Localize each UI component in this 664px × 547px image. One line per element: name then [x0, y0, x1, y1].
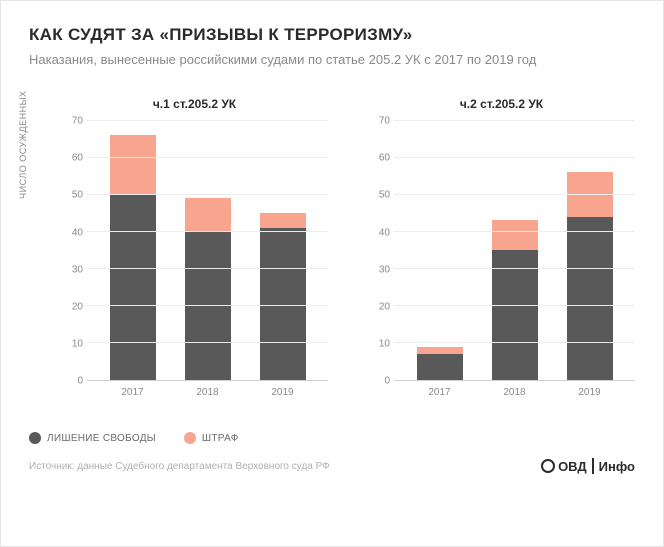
grid	[394, 121, 635, 381]
bar-segment-fine	[185, 198, 231, 231]
panel-right: ч.2 ст.205.2 УК 0 10 20 30 40 50 60 70 2017 2018…	[368, 97, 635, 398]
stacked-bar	[492, 220, 538, 380]
plot-area: 010203040506070	[61, 121, 328, 381]
bar-segment-fine	[260, 213, 306, 228]
y-tick: 40	[72, 227, 83, 238]
y-tick: 70	[379, 116, 390, 127]
plot-area: 010203040506070	[368, 121, 635, 381]
y-tick: 20	[72, 301, 83, 312]
legend-swatch	[184, 432, 196, 444]
x-tick: 2018	[185, 387, 231, 398]
legend: ЛИШЕНИЕ СВОБОДЫ ШТРАФ	[29, 432, 635, 444]
chart-subtitle: Наказания, вынесенные российскими судами…	[29, 51, 635, 69]
gridline	[394, 194, 635, 195]
legend-swatch	[29, 432, 41, 444]
gridline	[87, 120, 328, 121]
gridline	[394, 120, 635, 121]
x-tick: 2019	[567, 387, 613, 398]
stacked-bar	[185, 198, 231, 380]
panel-title: ч.1 ст.205.2 УК	[61, 97, 328, 111]
legend-label: ЛИШЕНИЕ СВОБОДЫ	[47, 433, 156, 444]
panel-left: ч.1 ст.205.2 УК 0 10 20 30 40 50 60 70 2017 2018…	[61, 97, 328, 398]
source-text: Источник: данные Судебного департамента …	[29, 461, 330, 472]
y-tick: 60	[379, 153, 390, 164]
chart-title: КАК СУДЯТ ЗА «ПРИЗЫВЫ К ТЕРРОРИЗМУ»	[29, 25, 635, 45]
footer: Источник: данные Судебного департамента …	[29, 458, 635, 474]
gridline	[87, 157, 328, 158]
legend-label: ШТРАФ	[202, 433, 239, 444]
y-tick: 0	[384, 376, 390, 387]
gridline	[394, 231, 635, 232]
gridline	[87, 305, 328, 306]
y-tick: 50	[379, 190, 390, 201]
y-tick: 60	[72, 153, 83, 164]
gridline	[87, 268, 328, 269]
bar-segment-imprisonment	[260, 228, 306, 380]
x-tick: 2017	[417, 387, 463, 398]
bar-segment-imprisonment	[110, 194, 156, 380]
bar-segment-imprisonment	[417, 354, 463, 380]
bar-segment-fine	[110, 135, 156, 194]
yaxis-label: ЧИСЛО ОСУЖДЕННЫХ	[18, 90, 28, 198]
bar-segment-imprisonment	[492, 250, 538, 380]
bar-segment-fine	[417, 347, 463, 354]
gridline	[394, 157, 635, 158]
x-tick: 2017	[110, 387, 156, 398]
y-tick: 10	[379, 339, 390, 350]
y-tick: 30	[72, 264, 83, 275]
gridline	[87, 231, 328, 232]
logo-circle-icon	[541, 459, 555, 473]
chart-container: КАК СУДЯТ ЗА «ПРИЗЫВЫ К ТЕРРОРИЗМУ» Нака…	[0, 0, 664, 547]
grid	[87, 121, 328, 381]
x-tick: 2019	[260, 387, 306, 398]
gridline	[87, 194, 328, 195]
x-axis: 2017 2018 2019	[368, 381, 635, 398]
y-tick: 50	[72, 190, 83, 201]
x-tick: 2018	[492, 387, 538, 398]
y-tick: 20	[379, 301, 390, 312]
stacked-bar	[110, 135, 156, 380]
legend-item: ШТРАФ	[184, 432, 239, 444]
logo-text-1: ОВД	[558, 459, 587, 474]
gridline	[394, 305, 635, 306]
y-tick: 30	[379, 264, 390, 275]
gridline	[394, 342, 635, 343]
stacked-bar	[260, 213, 306, 380]
panel-title: ч.2 ст.205.2 УК	[368, 97, 635, 111]
logo-text-2: Инфо	[599, 459, 635, 474]
panels-row: ЧИСЛО ОСУЖДЕННЫХ ч.1 ст.205.2 УК 0102030…	[29, 97, 635, 398]
stacked-bar	[567, 172, 613, 380]
legend-item: ЛИШЕНИЕ СВОБОДЫ	[29, 432, 156, 444]
bar-segment-fine	[492, 220, 538, 250]
y-tick: 70	[72, 116, 83, 127]
logo-separator-icon	[592, 458, 594, 474]
logo: ОВД Инфо	[541, 458, 635, 474]
x-axis: 2017 2018 2019	[61, 381, 328, 398]
y-axis: 010203040506070	[368, 121, 394, 381]
y-tick: 0	[77, 376, 83, 387]
y-tick: 10	[72, 339, 83, 350]
y-tick: 40	[379, 227, 390, 238]
y-axis: 010203040506070	[61, 121, 87, 381]
bar-segment-imprisonment	[567, 217, 613, 380]
gridline	[394, 268, 635, 269]
stacked-bar	[417, 347, 463, 380]
gridline	[87, 342, 328, 343]
